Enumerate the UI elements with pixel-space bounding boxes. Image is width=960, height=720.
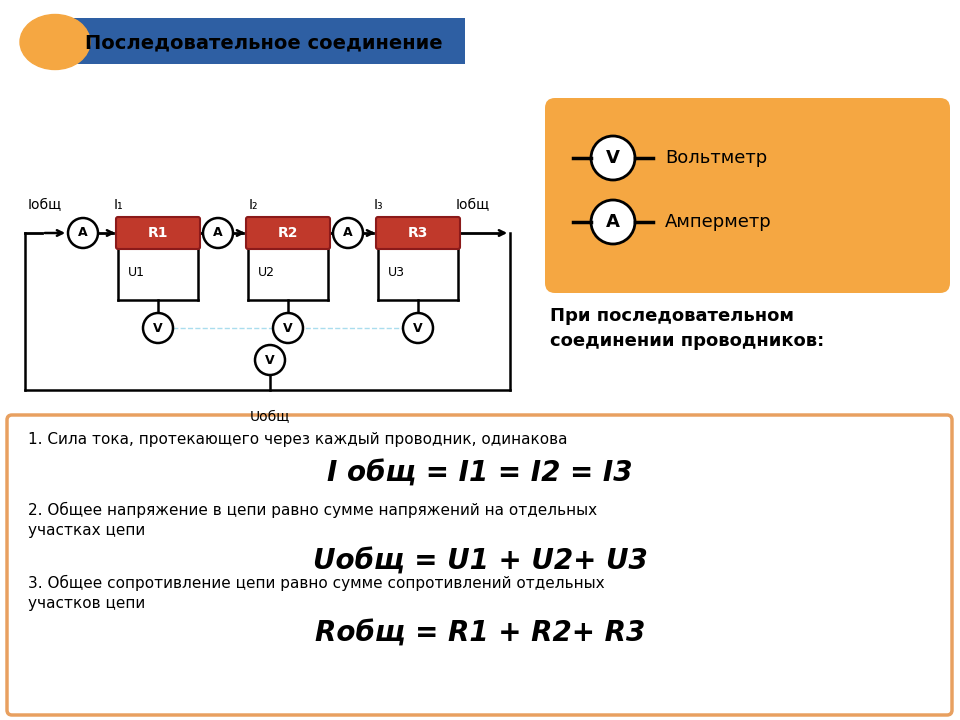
Text: U3: U3 bbox=[388, 266, 404, 279]
Text: Вольтметр: Вольтметр bbox=[665, 149, 767, 167]
Text: I общ = I1 = I2 = I3: I общ = I1 = I2 = I3 bbox=[327, 460, 633, 488]
Circle shape bbox=[203, 218, 233, 248]
Text: I₃: I₃ bbox=[373, 198, 383, 212]
Text: Амперметр: Амперметр bbox=[665, 213, 772, 231]
Text: V: V bbox=[283, 322, 293, 335]
Text: A: A bbox=[78, 227, 87, 240]
FancyBboxPatch shape bbox=[246, 217, 330, 249]
Text: R2: R2 bbox=[277, 226, 299, 240]
Text: R3: R3 bbox=[408, 226, 428, 240]
Text: Iобщ: Iобщ bbox=[456, 198, 490, 212]
Ellipse shape bbox=[20, 14, 90, 70]
Circle shape bbox=[143, 313, 173, 343]
Text: A: A bbox=[606, 213, 620, 231]
Circle shape bbox=[273, 313, 303, 343]
Text: A: A bbox=[213, 227, 223, 240]
FancyBboxPatch shape bbox=[7, 415, 952, 715]
Text: Iобщ: Iобщ bbox=[28, 198, 62, 212]
Text: V: V bbox=[154, 322, 163, 335]
Text: V: V bbox=[606, 149, 620, 167]
Text: I₁: I₁ bbox=[113, 198, 123, 212]
Text: U1: U1 bbox=[128, 266, 145, 279]
Text: V: V bbox=[265, 354, 275, 366]
Circle shape bbox=[591, 136, 635, 180]
Text: Uобщ: Uобщ bbox=[250, 410, 290, 424]
FancyBboxPatch shape bbox=[545, 98, 950, 293]
Circle shape bbox=[333, 218, 363, 248]
Text: 1. Сила тока, протекающего через каждый проводник, одинакова: 1. Сила тока, протекающего через каждый … bbox=[28, 432, 567, 447]
Text: При последовательном
соединении проводников:: При последовательном соединении проводни… bbox=[550, 307, 825, 350]
Text: Rобщ = R1 + R2+ R3: Rобщ = R1 + R2+ R3 bbox=[315, 620, 645, 648]
FancyBboxPatch shape bbox=[116, 217, 200, 249]
Circle shape bbox=[591, 200, 635, 244]
Text: V: V bbox=[413, 322, 422, 335]
FancyBboxPatch shape bbox=[376, 217, 460, 249]
Text: 3. Общее сопротивление цепи равно сумме сопротивлений отдельных
участков цепи: 3. Общее сопротивление цепи равно сумме … bbox=[28, 575, 605, 611]
Text: I₂: I₂ bbox=[249, 198, 257, 212]
Circle shape bbox=[255, 345, 285, 375]
Text: 2. Общее напряжение в цепи равно сумме напряжений на отдельных
участках цепи: 2. Общее напряжение в цепи равно сумме н… bbox=[28, 502, 597, 538]
Circle shape bbox=[68, 218, 98, 248]
Text: Uобщ = U1 + U2+ U3: Uобщ = U1 + U2+ U3 bbox=[313, 548, 647, 576]
FancyBboxPatch shape bbox=[55, 18, 465, 64]
Text: Последовательное соединение: Последовательное соединение bbox=[85, 34, 443, 53]
Text: U2: U2 bbox=[257, 266, 275, 279]
Text: R1: R1 bbox=[148, 226, 168, 240]
Circle shape bbox=[403, 313, 433, 343]
Text: A: A bbox=[343, 227, 353, 240]
